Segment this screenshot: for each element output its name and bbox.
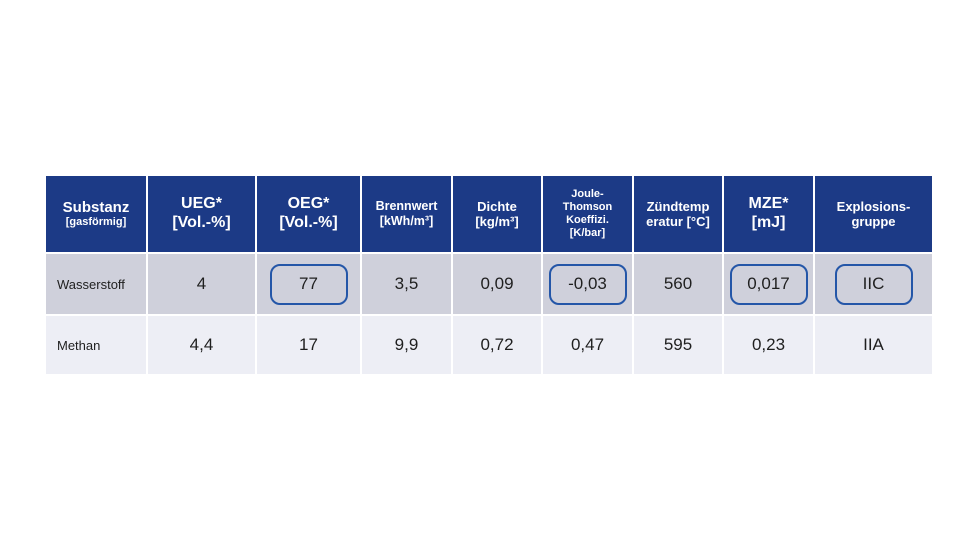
- cell-wasserstoff-mze: 0,017: [724, 254, 813, 314]
- header-cell-zuendtemperatur: Zündtemp eratur [°C]: [634, 176, 722, 252]
- cell-methan-zuendtemperatur: 595: [634, 316, 722, 374]
- row-label-wasserstoff: Wasserstoff: [46, 254, 146, 314]
- highlight-box: 77: [269, 263, 348, 305]
- header-unit: [Vol.-%]: [279, 214, 338, 231]
- header-cell-explosionsgruppe: Explosions- gruppe: [815, 176, 932, 252]
- highlight-box: 0,017: [729, 263, 808, 305]
- cell-wasserstoff-explosionsgruppe: IIC: [815, 254, 932, 314]
- header-cell-ueg: UEG* [Vol.-%]: [148, 176, 255, 252]
- header-cell-brennwert: Brennwert [kWh/m³]: [362, 176, 451, 252]
- cell-wasserstoff-dichte: 0,09: [453, 254, 541, 314]
- cell-methan-oeg: 17: [257, 316, 360, 374]
- header-cell-oeg: OEG* [Vol.-%]: [257, 176, 360, 252]
- cell-value: 0,017: [747, 274, 790, 293]
- header-unit: [K/bar]: [569, 226, 606, 239]
- header-label: Brennwert: [375, 199, 438, 214]
- cell-methan-brennwert: 9,9: [362, 316, 451, 374]
- header-unit: [gasförmig]: [65, 216, 127, 229]
- header-label: gruppe: [851, 214, 896, 229]
- header-unit: eratur [°C]: [646, 214, 710, 229]
- cell-methan-ueg: 4,4: [148, 316, 255, 374]
- cell-methan-mze: 0,23: [724, 316, 813, 374]
- header-label: UEG*: [181, 195, 222, 213]
- header-label: Thomson: [562, 201, 613, 214]
- cell-value: 77: [299, 274, 318, 293]
- header-cell-dichte: Dichte [kg/m³]: [453, 176, 541, 252]
- cell-wasserstoff-zuendtemperatur: 560: [634, 254, 722, 314]
- cell-value: -0,03: [568, 274, 607, 293]
- header-cell-substanz: Substanz [gasförmig]: [46, 176, 146, 252]
- header-label: Joule-: [571, 188, 604, 201]
- header-label: Dichte: [477, 198, 517, 214]
- cell-wasserstoff-oeg: 77: [257, 254, 360, 314]
- header-label: Explosions-: [836, 198, 911, 214]
- header-label: Substanz: [62, 198, 130, 216]
- cell-wasserstoff-brennwert: 3,5: [362, 254, 451, 314]
- cell-methan-explosionsgruppe: IIA: [815, 316, 932, 374]
- highlight-box: IIC: [834, 263, 913, 305]
- cell-methan-dichte: 0,72: [453, 316, 541, 374]
- cell-wasserstoff-joule-thomson: -0,03: [543, 254, 632, 314]
- header-cell-joule-thomson: Joule- Thomson Koeffizi. [K/bar]: [543, 176, 632, 252]
- header-label: Zündtemp: [646, 198, 710, 214]
- cell-wasserstoff-ueg: 4: [148, 254, 255, 314]
- header-label: MZE*: [748, 195, 789, 213]
- cell-methan-joule-thomson: 0,47: [543, 316, 632, 374]
- header-unit: [kWh/m³]: [379, 214, 434, 228]
- header-label: Koeffizi.: [566, 214, 609, 226]
- gas-properties-table: Substanz [gasförmig] UEG* [Vol.-%] OEG* …: [46, 176, 932, 374]
- header-cell-mze: MZE* [mJ]: [724, 176, 813, 252]
- row-label-methan: Methan: [46, 316, 146, 374]
- highlight-box: -0,03: [548, 263, 627, 305]
- cell-value: IIC: [862, 274, 885, 293]
- header-unit: [mJ]: [751, 214, 786, 231]
- header-unit: [Vol.-%]: [172, 214, 231, 231]
- header-label: OEG*: [287, 195, 330, 213]
- header-unit: [kg/m³]: [475, 214, 519, 229]
